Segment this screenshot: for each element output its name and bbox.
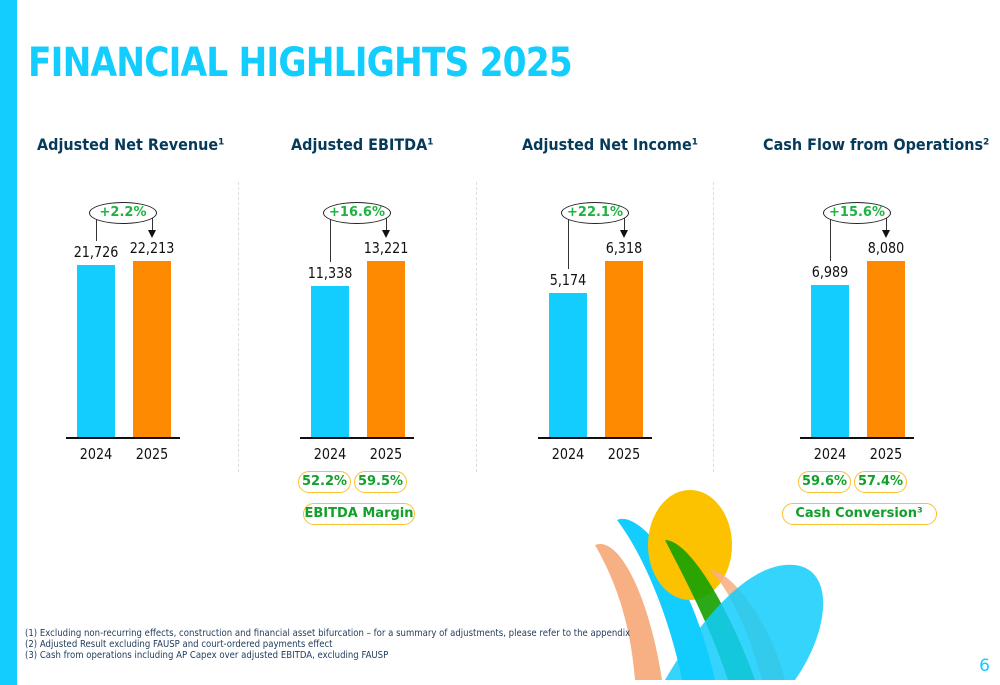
panel-title: Adjusted Net Income¹ xyxy=(522,135,699,154)
data-label: 5,174 xyxy=(549,270,587,289)
tick-label: 2025 xyxy=(135,445,169,463)
footnotes: (1) Excluding non-recurring effects, con… xyxy=(25,628,697,661)
bar-2024 xyxy=(549,292,587,437)
divider xyxy=(476,182,477,472)
page-title: FINANCIAL HIGHLIGHTS 2025 xyxy=(28,40,573,86)
baseline xyxy=(300,437,414,439)
panel-title: Cash Flow from Operations² xyxy=(763,135,990,154)
metric-label-pill: EBITDA Margin xyxy=(303,503,415,525)
growth-connector xyxy=(96,214,97,241)
bar-2025 xyxy=(133,261,171,437)
bar-2024 xyxy=(811,284,849,437)
growth-connector xyxy=(152,214,153,230)
margin-pill: 52.2% xyxy=(298,471,351,493)
growth-connector xyxy=(330,214,331,263)
tick-label: 2024 xyxy=(313,445,347,463)
tick-label: 2024 xyxy=(813,445,847,463)
bar-2025 xyxy=(367,261,405,437)
sidebar-accent xyxy=(0,0,17,685)
tick-label: 2024 xyxy=(551,445,585,463)
footnote: (3) Cash from operations including AP Ca… xyxy=(25,650,389,661)
baseline xyxy=(538,437,652,439)
divider xyxy=(238,182,239,472)
bar-2025 xyxy=(605,261,643,437)
divider xyxy=(713,182,714,472)
decorative-logo-shapes xyxy=(595,490,824,680)
arrow-down-icon xyxy=(382,230,390,238)
growth-connector xyxy=(886,214,887,230)
panel-title: Adjusted EBITDA¹ xyxy=(291,135,434,154)
data-label: 6,989 xyxy=(811,262,849,281)
baseline xyxy=(800,437,914,439)
growth-badge: +22.1% xyxy=(561,202,629,224)
metric-label-pill: Cash Conversion³ xyxy=(781,503,937,525)
growth-badge: +15.6% xyxy=(823,202,891,224)
tick-label: 2025 xyxy=(869,445,903,463)
data-label: 6,318 xyxy=(605,239,643,257)
margin-pill: 59.6% xyxy=(798,471,851,493)
bar-2025 xyxy=(867,261,905,437)
growth-badge: +16.6% xyxy=(323,202,391,224)
bar-2024 xyxy=(311,286,349,437)
footnote: (2) Adjusted Result excluding FAUSP and … xyxy=(25,639,333,650)
data-label: 13,221 xyxy=(363,239,409,257)
growth-connector xyxy=(386,214,387,230)
data-label: 8,080 xyxy=(867,239,905,257)
bar-2024 xyxy=(77,264,115,437)
growth-badge: +2.2% xyxy=(89,202,157,224)
tick-label: 2025 xyxy=(607,445,641,463)
arrow-down-icon xyxy=(882,230,890,238)
page-number: 6 xyxy=(979,656,990,676)
arrow-down-icon xyxy=(620,230,628,238)
data-label: 22,213 xyxy=(129,239,175,257)
tick-label: 2025 xyxy=(369,445,403,463)
footnote: (1) Excluding non-recurring effects, con… xyxy=(25,628,631,639)
arrow-down-icon xyxy=(148,230,156,238)
margin-pill: 59.5% xyxy=(354,471,407,493)
data-label: 11,338 xyxy=(307,264,353,283)
margin-pill: 57.4% xyxy=(854,471,907,493)
tick-label: 2024 xyxy=(79,445,113,463)
growth-connector xyxy=(624,214,625,230)
data-label: 21,726 xyxy=(73,242,119,261)
panel-title: Adjusted Net Revenue¹ xyxy=(37,135,225,154)
growth-connector xyxy=(830,214,831,261)
baseline xyxy=(66,437,180,439)
growth-connector xyxy=(568,214,569,269)
